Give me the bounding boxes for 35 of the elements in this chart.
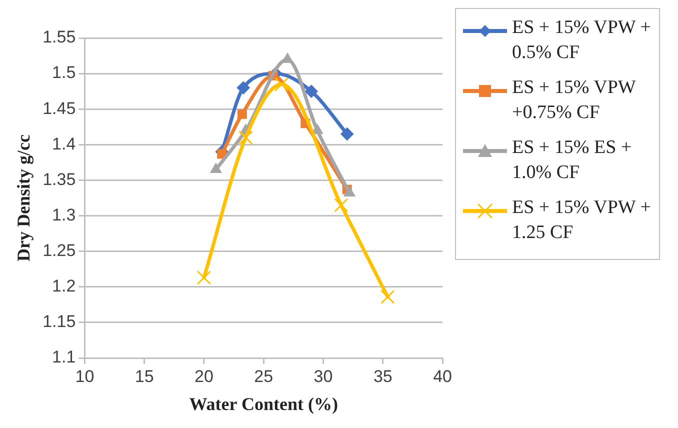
- point: [340, 128, 354, 140]
- point: [274, 77, 289, 92]
- y-tick-label: 1.1: [52, 348, 76, 367]
- y-tick-label: 1.2: [52, 276, 76, 296]
- x-tick-label: 20: [194, 366, 214, 386]
- y-tick-label: 1.4: [52, 134, 76, 154]
- legend-label: ES + 15% VPW +0.75% CF: [512, 76, 637, 125]
- x-tick-label: 35: [373, 366, 392, 386]
- legend-label: ES + 15% VPW + 1.25 CF: [512, 196, 652, 245]
- x-tick-label: 30: [314, 366, 333, 386]
- point: [380, 290, 395, 304]
- y-tick-label: 1.35: [42, 170, 76, 189]
- point: [312, 124, 323, 134]
- point: [344, 186, 356, 197]
- y-tick-label: 1.45: [42, 98, 76, 118]
- y-tick-label: 1.3: [52, 205, 76, 224]
- x-tick-label: 40: [433, 366, 452, 386]
- x-tick-label: 15: [134, 366, 154, 386]
- point: [334, 198, 348, 212]
- legend-label: ES + 15% ES + 1.0% CF: [512, 136, 633, 185]
- x-tick-label: 10: [75, 366, 94, 386]
- point: [210, 163, 222, 174]
- point: [237, 109, 247, 119]
- legend-label: ES + 15% VPW + 0.5% CF: [512, 16, 652, 65]
- x-tick-label: 25: [254, 366, 274, 386]
- y-axis-title: Dry Density g/cc: [13, 134, 34, 262]
- point: [238, 130, 253, 145]
- point: [304, 84, 318, 98]
- y-tick-label: 1.25: [42, 241, 76, 260]
- point: [236, 81, 250, 94]
- y-tick-label: 1.5: [52, 63, 76, 82]
- y-tick-label: 1.55: [42, 28, 76, 47]
- point: [196, 270, 212, 285]
- x-axis-title: Water Content (%): [189, 394, 338, 414]
- y-tick-label: 1.15: [42, 312, 76, 332]
